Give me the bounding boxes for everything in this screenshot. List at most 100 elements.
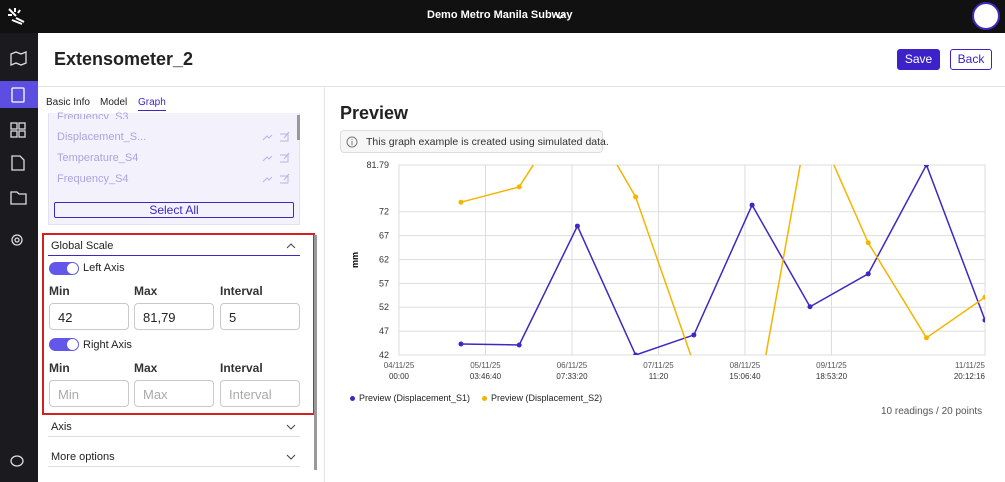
divider (48, 466, 300, 467)
sidebar (0, 33, 38, 482)
scrollbar[interactable] (314, 235, 317, 470)
section-title[interactable]: Global Scale (51, 240, 114, 252)
data-point (923, 335, 929, 341)
data-point (807, 304, 813, 310)
sensor-item[interactable]: Frequency_S4 (57, 173, 129, 185)
project-name[interactable]: Demo Metro Manila Subway (427, 9, 573, 21)
data-point (691, 362, 696, 367)
data-point (982, 294, 985, 300)
data-point (691, 332, 697, 338)
data-point (749, 202, 755, 208)
section-title[interactable]: Axis (51, 421, 72, 433)
chart: mm 42 47 52 57 62 67 72 81.79 04/11/25 00:00 05/11… (350, 160, 986, 381)
field-label: Max (134, 284, 158, 298)
sensor-list (48, 113, 300, 225)
divider (48, 436, 300, 437)
note: This graph example is created using simu… (366, 136, 609, 148)
input[interactable]: 42 (49, 303, 129, 330)
note-box (340, 130, 603, 153)
y-tick-label: 47 (379, 326, 389, 336)
chevron (555, 13, 565, 20)
x-tick-label: 05/11/25 (470, 361, 501, 370)
toggle-label: Right Axis (83, 339, 132, 351)
y-tick-label: 42 (379, 350, 389, 360)
nav-icons (10, 51, 27, 467)
legend-swatch (350, 395, 355, 401)
preview-title: Preview (340, 103, 409, 123)
x-tick-label: 09/11/25 (816, 361, 847, 370)
data-point (633, 352, 639, 355)
plot (458, 165, 985, 367)
x-tick-label: 08/11/25 (730, 361, 761, 370)
divider (38, 86, 1005, 87)
series-line (460, 165, 985, 355)
sensor-item[interactable]: Temperature_S4 (57, 152, 139, 164)
data-point (633, 194, 639, 200)
summary: 10 readings / 20 points (881, 406, 983, 417)
legend-item[interactable]: Preview (Displacement_S1) (350, 393, 470, 403)
plot-area (398, 164, 986, 356)
y-tick-label: 62 (379, 254, 389, 264)
data-point (458, 199, 464, 205)
logo (8, 8, 25, 25)
info-icon (346, 136, 358, 148)
x-tick-label: 18:53:20 (816, 372, 848, 381)
legend-item[interactable]: Preview (Displacement_S2) (482, 393, 602, 403)
data-point (982, 317, 985, 323)
field-label: Max (134, 361, 158, 375)
input[interactable]: Max (134, 380, 214, 407)
y-axis-label: mm (350, 252, 360, 268)
tab[interactable]: Basic Info (46, 97, 90, 108)
series-line (460, 165, 985, 355)
field-label: Interval (220, 361, 263, 375)
toggle-label: Left Axis (83, 262, 125, 274)
tab-active[interactable]: Graph (138, 97, 166, 111)
legend-label: Preview (Displacement_S1) (359, 393, 471, 403)
legend: Preview (Displacement_S1) Preview (Displa… (350, 393, 602, 403)
x-tick-label: 11/11/25 (955, 361, 986, 370)
sensor-item[interactable]: Frequency_S3 (57, 111, 129, 119)
input[interactable]: Min (49, 380, 129, 407)
scrollbar[interactable] (297, 115, 300, 140)
input[interactable]: 81,79 (134, 303, 214, 330)
x-tick-label: 15:06:40 (729, 372, 761, 381)
x-tick-label: 04/11/25 (384, 361, 415, 370)
divider (48, 255, 300, 256)
toggle[interactable] (49, 262, 79, 275)
item-icons (262, 131, 290, 184)
y-tick-label: 67 (379, 231, 389, 241)
x-tick-label: 06/11/25 (557, 361, 588, 370)
x-tick-label: 00:00 (389, 372, 410, 381)
chevrons[interactable] (286, 423, 296, 463)
toggle[interactable] (49, 338, 79, 351)
data-point (865, 240, 871, 246)
save-button[interactable]: Save (897, 49, 940, 70)
data-point (516, 342, 522, 348)
divider (324, 86, 325, 482)
y-tick-label: 81.79 (366, 160, 389, 170)
data-point (574, 223, 580, 229)
section-title[interactable]: More options (51, 451, 115, 463)
data-point (865, 271, 871, 277)
active-nav[interactable] (0, 81, 38, 108)
field-label: Interval (220, 284, 263, 298)
field-label: Min (49, 361, 70, 375)
chevron-up[interactable] (286, 242, 296, 250)
page-title: Extensometer_2 (54, 49, 194, 69)
sensor-item[interactable]: Displacement_S... (57, 131, 147, 143)
field-label: Min (49, 284, 70, 298)
x-tick-label: 11:20 (649, 372, 669, 381)
input[interactable]: Interval (220, 380, 300, 407)
x-tick-label: 07:33:20 (556, 372, 588, 381)
back-button[interactable]: Back (950, 49, 992, 70)
legend-label: Preview (Displacement_S2) (491, 393, 603, 403)
x-tick-label: 07/11/25 (643, 361, 674, 370)
x-tick-label: 20:12:16 (954, 372, 986, 381)
select-all-button[interactable]: Select All (54, 202, 294, 218)
x-tick-label: 03:46:40 (470, 372, 502, 381)
tab[interactable]: Model (100, 97, 128, 108)
legend-swatch (482, 395, 488, 401)
avatar[interactable] (972, 2, 1000, 30)
input[interactable]: 5 (220, 303, 300, 330)
